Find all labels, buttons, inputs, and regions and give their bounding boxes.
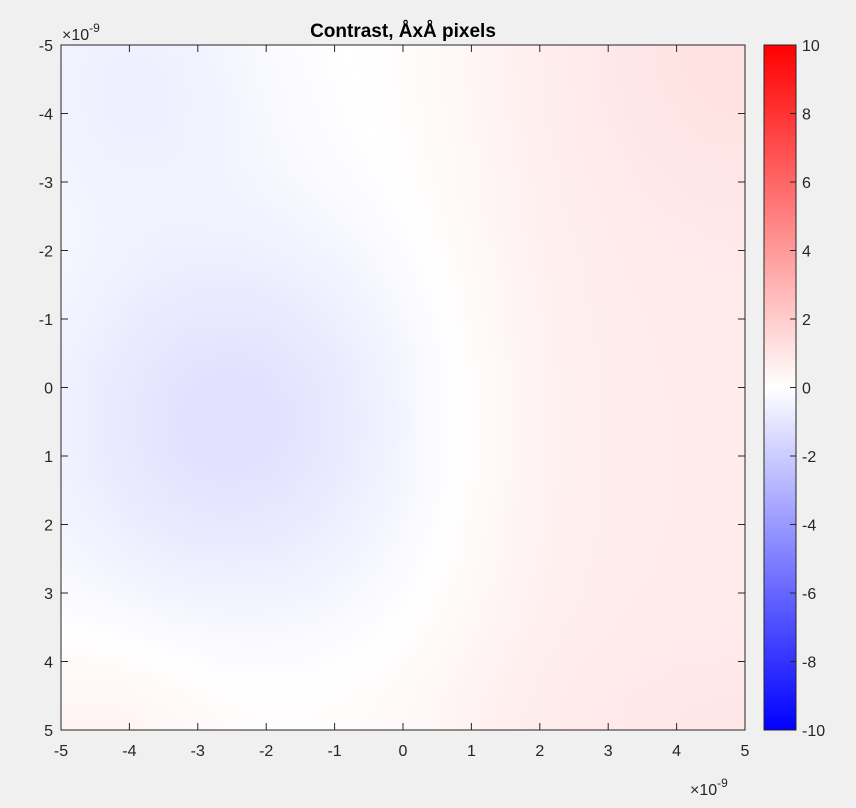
x-tick-label: 3 bbox=[604, 743, 613, 760]
x-exponent-label: ×10-9 bbox=[690, 776, 728, 799]
x-tick-label: -5 bbox=[54, 743, 68, 760]
colorbar-tick-label: -4 bbox=[802, 518, 816, 535]
x-axis: -5 -4 -3 -2 -1 0 1 2 3 4 5 bbox=[54, 45, 750, 760]
x-tick-label: 4 bbox=[672, 743, 681, 760]
colorbar-tick-label: -6 bbox=[802, 586, 816, 603]
y-exponent-label: ×10-9 bbox=[62, 21, 100, 44]
y-tick-label: -2 bbox=[39, 244, 53, 261]
y-tick-label: 4 bbox=[44, 655, 53, 672]
chart-title: Contrast, ÅxÅ pixels bbox=[310, 21, 496, 42]
y-tick-label: -3 bbox=[39, 175, 53, 192]
y-tick-label: 3 bbox=[44, 586, 53, 603]
x-tick-label: 1 bbox=[467, 743, 476, 760]
y-tick-label: -1 bbox=[39, 312, 53, 329]
x-tick-label: -4 bbox=[122, 743, 136, 760]
colorbar-tick-label: 6 bbox=[802, 175, 811, 192]
colorbar-tick-label: 2 bbox=[802, 312, 811, 329]
colorbar-tick-label: -2 bbox=[802, 449, 816, 466]
colorbar-ticks: -10 -8 -6 -4 -2 0 2 4 6 8 10 bbox=[790, 38, 825, 740]
y-tick-label: -4 bbox=[39, 107, 53, 124]
y-tick-label: 5 bbox=[44, 723, 53, 740]
x-tick-label: 0 bbox=[399, 743, 408, 760]
colorbar-tick-label: -8 bbox=[802, 655, 816, 672]
x-tick-label: -3 bbox=[191, 743, 205, 760]
colorbar-tick-label: -10 bbox=[802, 723, 825, 740]
colorbar-tick-label: 10 bbox=[802, 38, 820, 55]
x-exponent-power: -9 bbox=[717, 776, 728, 790]
y-tick-label: -5 bbox=[39, 38, 53, 55]
y-tick-label: 2 bbox=[44, 518, 53, 535]
x-tick-label: -1 bbox=[327, 743, 341, 760]
y-tick-label: 0 bbox=[44, 381, 53, 398]
y-axis: -5 -4 -3 -2 -1 0 1 2 3 4 5 bbox=[39, 38, 745, 740]
heatmap-area bbox=[61, 45, 745, 730]
colorbar: -10 -8 -6 -4 -2 0 2 4 6 8 10 bbox=[763, 38, 825, 740]
y-tick-label: 1 bbox=[44, 449, 53, 466]
y-exponent-base: ×10 bbox=[62, 27, 89, 44]
x-tick-label: -2 bbox=[259, 743, 273, 760]
x-exponent-base: ×10 bbox=[690, 782, 717, 799]
y-exponent-power: -9 bbox=[89, 21, 100, 35]
heatmap-image bbox=[61, 45, 745, 730]
colorbar-tick-label: 4 bbox=[802, 244, 811, 261]
colorbar-tick-label: 0 bbox=[802, 381, 811, 398]
x-tick-label: 2 bbox=[535, 743, 544, 760]
x-tick-label: 5 bbox=[741, 743, 750, 760]
colorbar-tick-label: 8 bbox=[802, 107, 811, 124]
